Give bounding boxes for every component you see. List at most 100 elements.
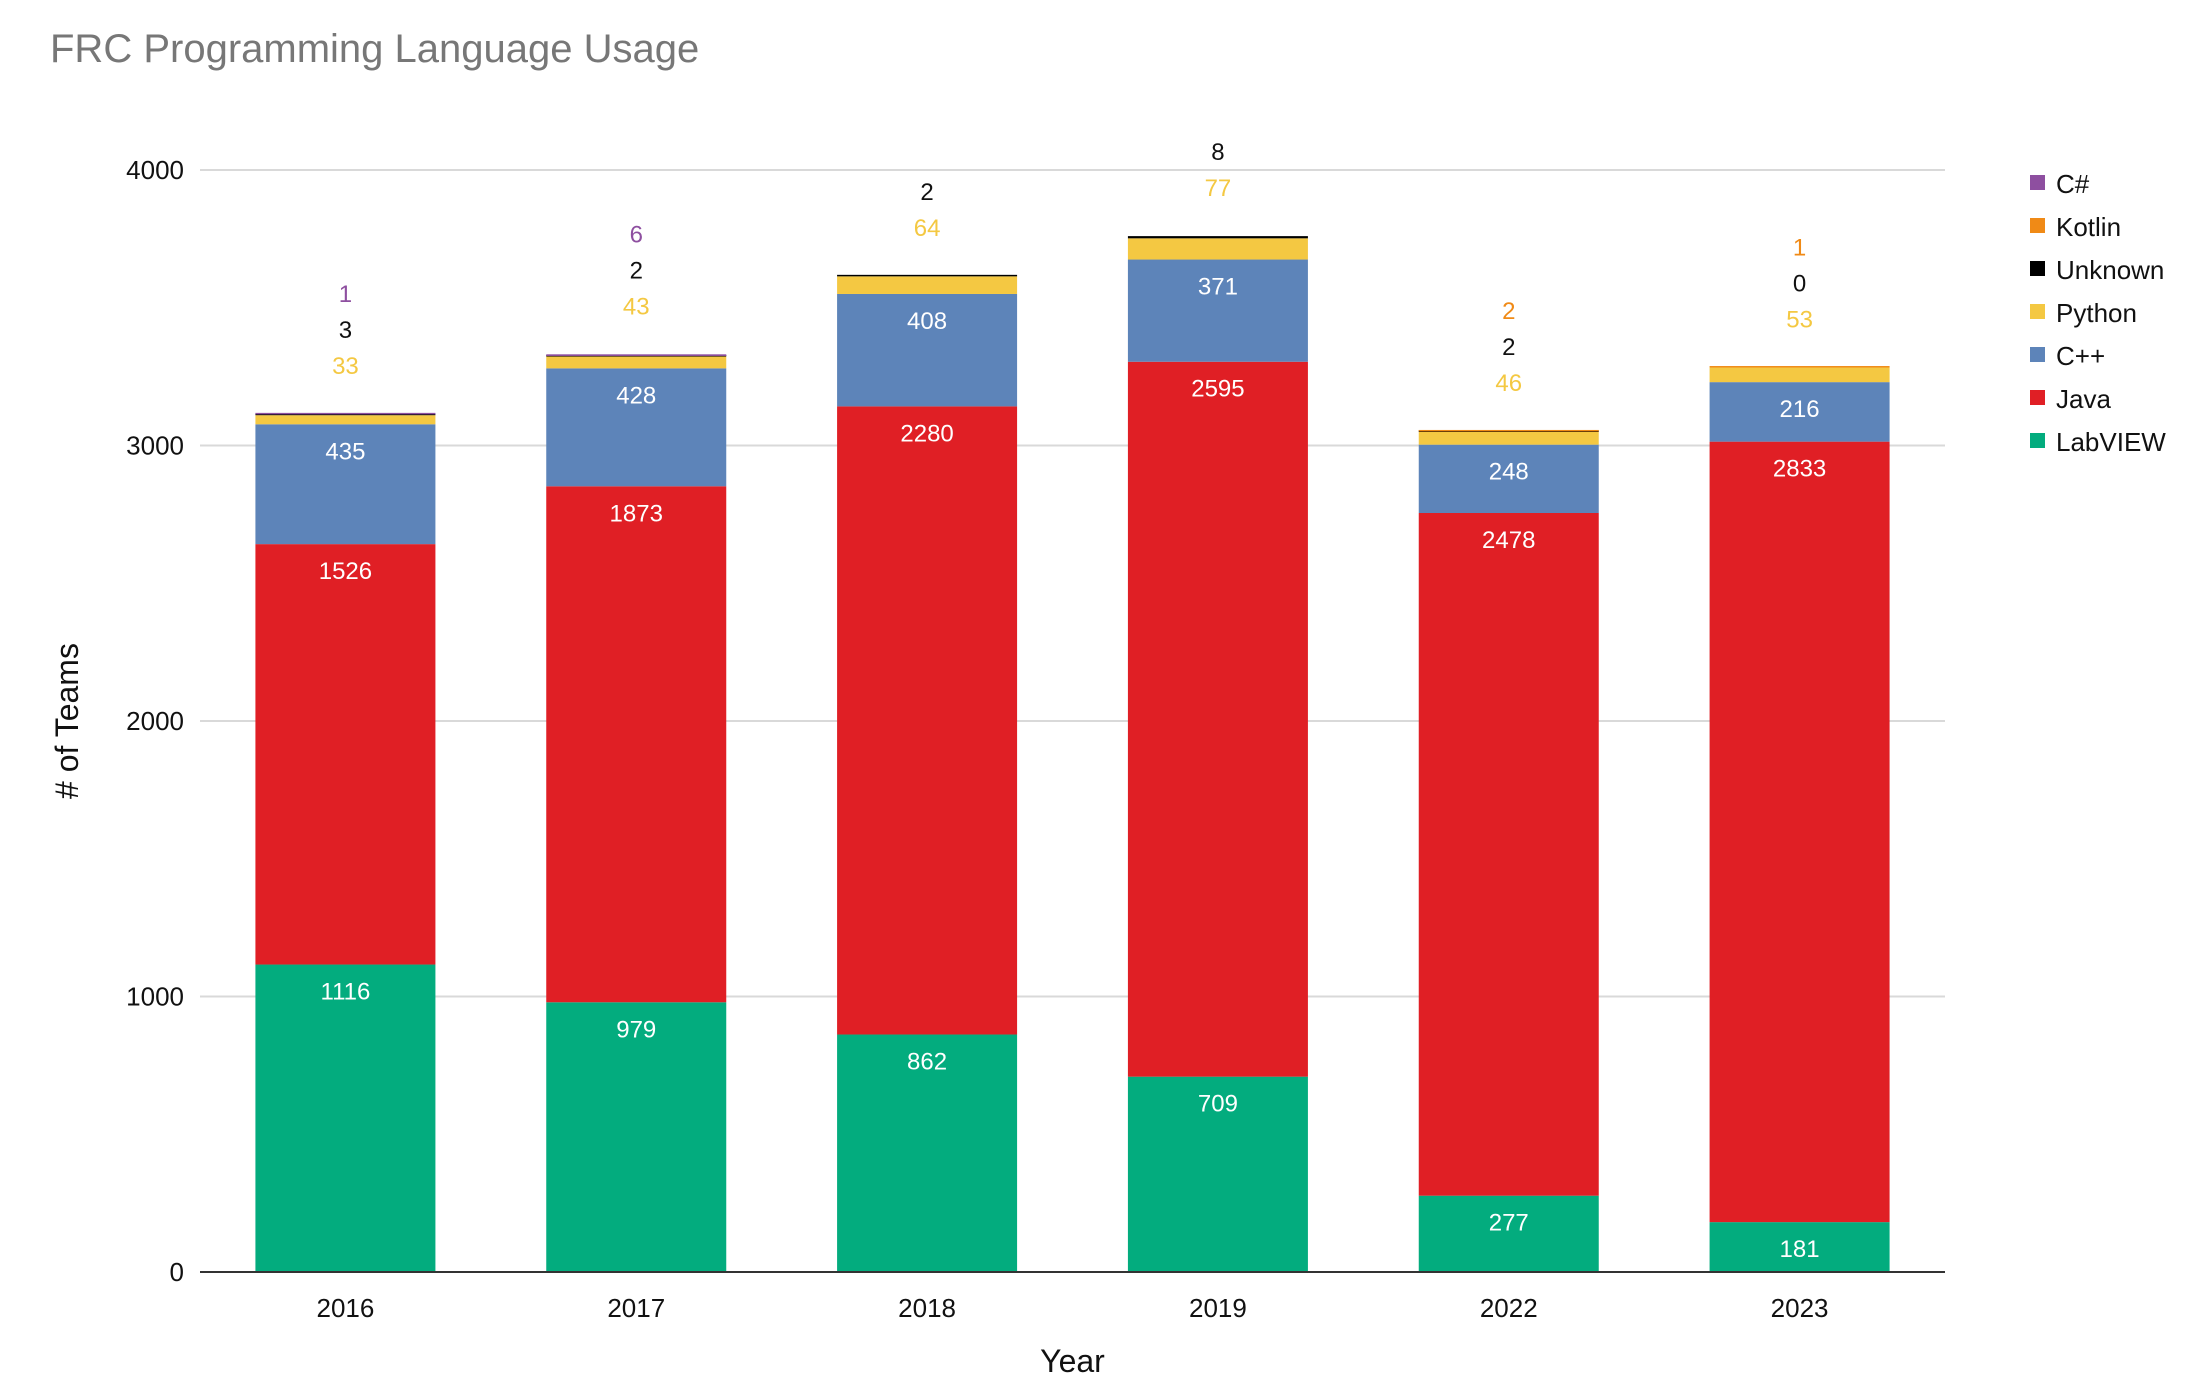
bar-c--2018: [837, 293, 1018, 407]
data-label-unknown: 3: [339, 317, 352, 344]
bar-labview-2017: [546, 1002, 727, 1272]
x-tick-label: 2022: [1480, 1293, 1538, 1323]
data-label-c-: 216: [1780, 396, 1820, 423]
data-label-c-: 408: [907, 308, 947, 335]
legend-item-c-: C++: [2030, 341, 2105, 371]
bar-java-2017: [546, 486, 727, 1003]
bar-python-2019: [1127, 238, 1308, 260]
data-label-c-: 435: [325, 438, 365, 465]
bar-unknown-2018: [837, 274, 1018, 277]
bar-labview-2023: [1709, 1222, 1890, 1272]
data-label-unknown: 2: [920, 179, 933, 206]
data-label-java: 1526: [319, 558, 372, 585]
bar-c--2017: [546, 368, 727, 487]
bar-c--2019: [1127, 259, 1308, 362]
legend-label: Kotlin: [2056, 212, 2121, 242]
bars: 1116152643533319791873428432686222804086…: [255, 139, 1890, 1272]
legend-swatch: [2030, 175, 2045, 190]
data-label-c-: 1: [339, 281, 352, 308]
bar-c--2016: [255, 412, 436, 415]
x-tick-label: 2017: [607, 1293, 665, 1323]
bar-c--2023: [1709, 382, 1890, 442]
y-tick-label: 4000: [126, 155, 184, 185]
data-label-labview: 277: [1489, 1210, 1529, 1237]
bar-unknown-2016: [255, 413, 436, 416]
data-label-python: 64: [914, 215, 941, 242]
data-label-labview: 862: [907, 1049, 947, 1076]
data-label-python: 53: [1786, 306, 1813, 333]
bar-python-2022: [1418, 432, 1599, 445]
data-label-unknown: 0: [1793, 270, 1806, 297]
legend-swatch: [2030, 261, 2045, 276]
x-tick-label: 2023: [1771, 1293, 1829, 1323]
legend-item-java: Java: [2030, 384, 2111, 414]
y-tick-label: 0: [170, 1257, 184, 1287]
data-label-kotlin: 2: [1502, 298, 1515, 325]
x-tick-label: 2016: [316, 1293, 374, 1323]
bar-java-2023: [1709, 441, 1890, 1223]
data-label-c-: 6: [630, 221, 643, 248]
legend: C# Kotlin Unknown Python C++ Java LabVIEW: [2030, 169, 2166, 457]
data-label-unknown: 2: [630, 257, 643, 284]
data-label-java: 2478: [1482, 527, 1535, 554]
data-label-labview: 979: [616, 1016, 656, 1043]
legend-item-labview: LabVIEW: [2030, 427, 2166, 457]
legend-swatch: [2030, 218, 2045, 233]
y-tick-label: 2000: [126, 706, 184, 736]
data-label-kotlin: 1: [1793, 234, 1806, 261]
legend-item-unknown: Unknown: [2030, 255, 2164, 285]
data-label-python: 46: [1495, 370, 1522, 397]
bar-java-2022: [1418, 512, 1599, 1196]
bar-labview-2016: [255, 964, 436, 1272]
legend-swatch: [2030, 390, 2045, 405]
y-tick-label: 1000: [126, 982, 184, 1012]
legend-item-python: Python: [2030, 298, 2137, 328]
data-label-java: 2280: [900, 420, 953, 447]
data-label-python: 77: [1205, 175, 1232, 202]
data-label-java: 2595: [1191, 376, 1244, 403]
legend-label: C++: [2056, 341, 2105, 371]
legend-label: Python: [2056, 298, 2137, 328]
bar-stack-2022: 277 2478 248 46 2 2: [1418, 298, 1599, 1272]
bar-c--2022: [1418, 444, 1599, 513]
legend-swatch: [2030, 304, 2045, 319]
x-axis-label: Year: [1040, 1343, 1105, 1379]
legend-label: C#: [2056, 169, 2090, 199]
chart-title: FRC Programming Language Usage: [50, 27, 699, 71]
data-label-labview: 709: [1198, 1091, 1238, 1118]
grid: [200, 169, 1945, 998]
bar-labview-2019: [1127, 1076, 1308, 1272]
legend-swatch: [2030, 347, 2045, 362]
data-label-java: 2833: [1773, 456, 1826, 483]
y-axis-label: # of Teams: [49, 643, 85, 799]
bar-python-2023: [1709, 367, 1890, 383]
y-tick-label: 3000: [126, 431, 184, 461]
legend-item-c-: C#: [2030, 169, 2090, 199]
bar-python-2017: [546, 356, 727, 369]
bar-labview-2018: [837, 1034, 1018, 1272]
bar-c--2017: [546, 354, 727, 356]
x-tick-label: 2018: [898, 1293, 956, 1323]
bar-java-2019: [1127, 361, 1308, 1077]
data-label-python: 43: [623, 293, 650, 320]
bar-stack-2018: 862 2280 408 64 2: [837, 179, 1018, 1272]
data-label-labview: 1116: [321, 979, 371, 1006]
x-axis-ticks: 2016 2017 2018 2019 2022 2023: [316, 1293, 1828, 1323]
bar-kotlin-2022: [1418, 429, 1599, 432]
bar-c--2016: [255, 424, 436, 545]
data-label-c-: 371: [1198, 274, 1238, 301]
data-label-labview: 181: [1780, 1236, 1820, 1263]
bar-kotlin-2023: [1709, 366, 1890, 368]
bar-labview-2022: [1418, 1195, 1599, 1272]
data-label-java: 1873: [610, 500, 663, 527]
legend-swatch: [2030, 433, 2045, 448]
bar-unknown-2019: [1127, 236, 1308, 239]
legend-item-kotlin: Kotlin: [2030, 212, 2121, 242]
bar-java-2018: [837, 406, 1018, 1035]
y-axis-ticks: 0 1000 2000 3000 4000: [126, 155, 184, 1287]
bar-python-2018: [837, 276, 1018, 294]
data-label-c-: 428: [616, 382, 656, 409]
data-label-unknown: 8: [1211, 139, 1224, 166]
